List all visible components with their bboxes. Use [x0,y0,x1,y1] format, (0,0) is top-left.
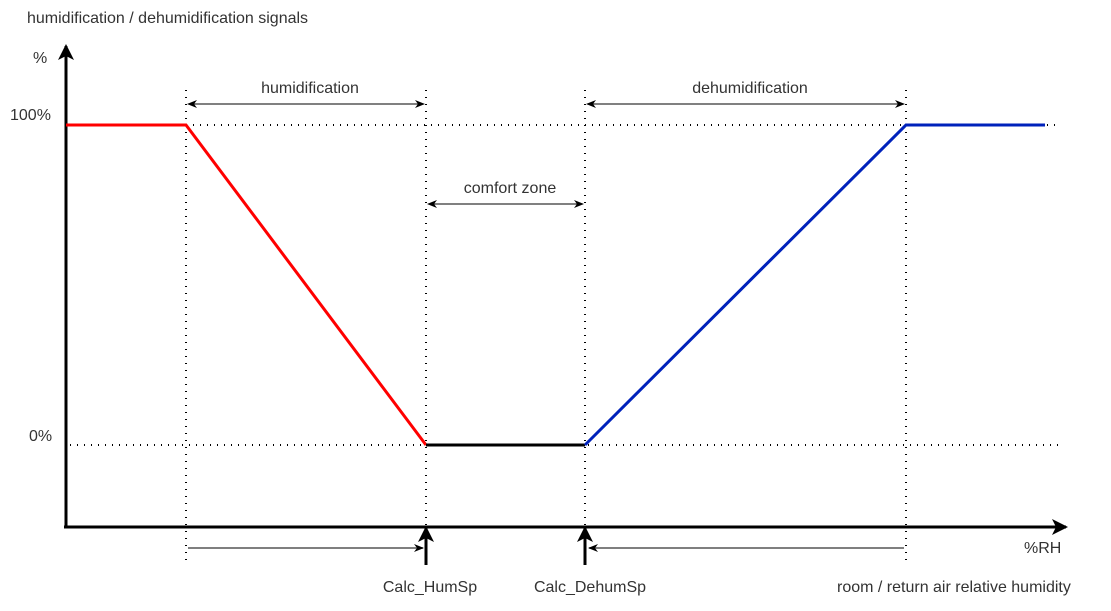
x-axis-label: room / return air relative humidity [837,579,1071,596]
humidification-label: humidification [261,80,359,97]
x-axis-unit: %RH [1024,540,1061,557]
guide-lines [70,90,1060,565]
tick-0: 0% [29,428,52,445]
comfort-zone-label: comfort zone [464,180,557,197]
dehumidification-label: dehumidification [692,80,808,97]
dehumidification-signal [583,123,1045,447]
tick-100: 100% [10,107,51,124]
diagram-title: humidification / dehumidification signal… [27,10,308,27]
y-axis-unit: % [33,50,47,67]
dehum-setpoint-label: Calc_DehumSp [534,579,646,596]
hum-setpoint-label: Calc_HumSp [383,579,477,596]
humidification-signal [66,123,428,446]
